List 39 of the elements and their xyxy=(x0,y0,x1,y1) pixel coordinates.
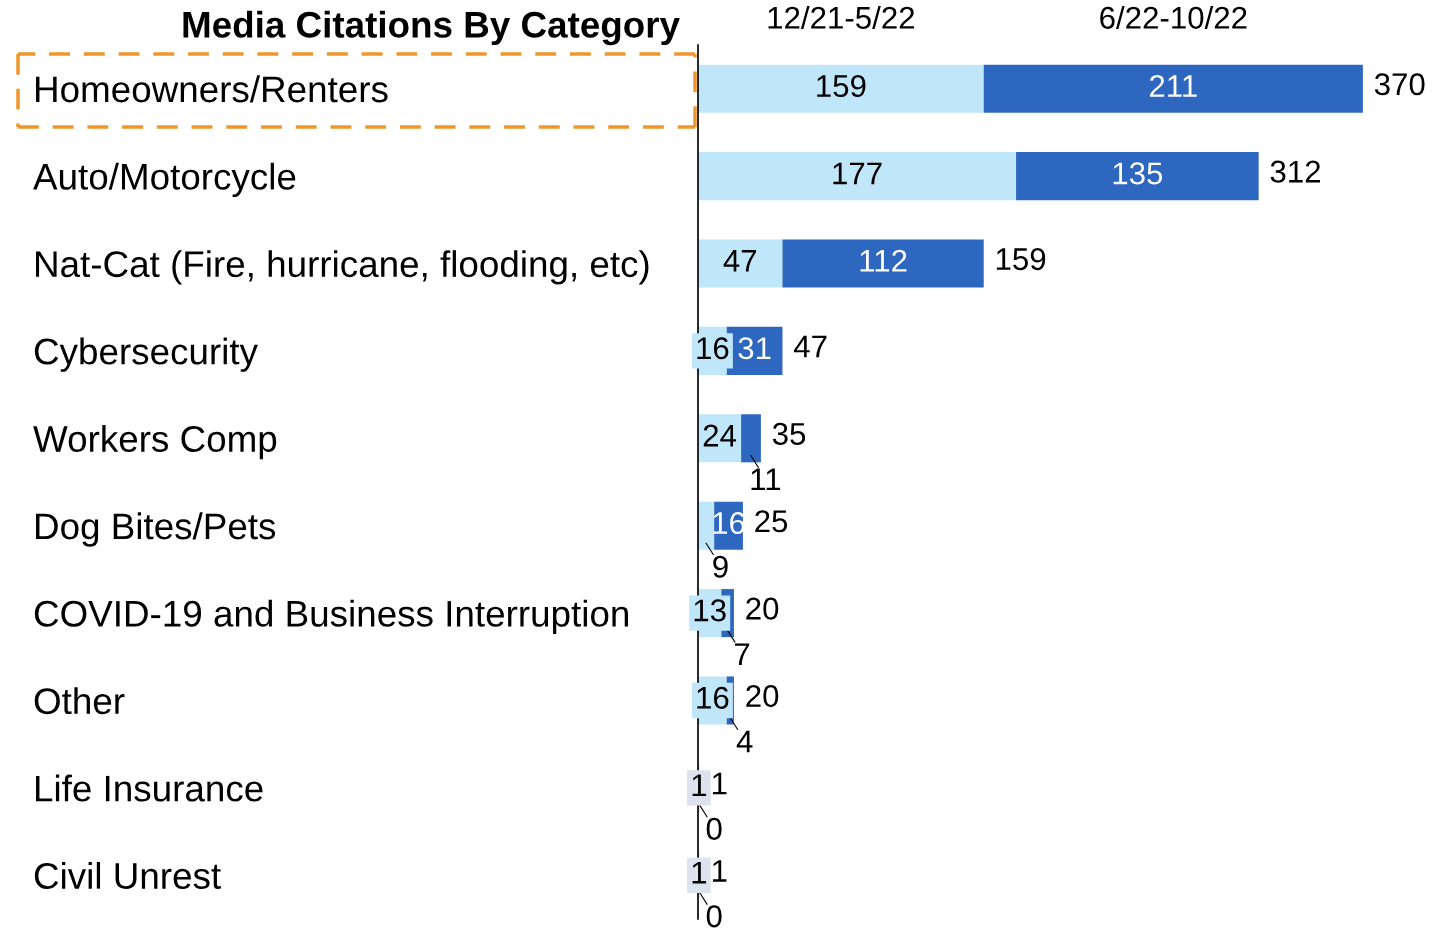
data-label: 9 xyxy=(713,555,728,578)
total-label: 35 xyxy=(772,422,806,445)
y-tick-label: Cybersecurity xyxy=(34,337,258,372)
data-label: 11 xyxy=(751,468,781,491)
chart-title: Media Citations By Category xyxy=(183,10,680,46)
data-label: 211 xyxy=(1149,74,1197,97)
y-tick-label: Workers Comp xyxy=(33,424,277,460)
data-label: 135 xyxy=(1113,162,1163,185)
data-label: 47 xyxy=(723,250,757,272)
series-label: 6/22-10/22 xyxy=(1100,5,1247,29)
data-label: 159 xyxy=(817,74,866,98)
series-label: 12/21-5/22 xyxy=(768,5,915,29)
data-label: 112 xyxy=(860,249,907,272)
data-label: 1 xyxy=(692,861,707,884)
data-label: 7 xyxy=(734,643,750,665)
y-tick-label: Dog Bites/Pets xyxy=(36,512,276,547)
y-tick-label: Civil Unrest xyxy=(34,861,221,889)
total-label: 47 xyxy=(793,335,827,358)
data-label: 0 xyxy=(706,817,722,840)
y-tick-label: Life Insurance xyxy=(36,774,263,802)
total-label: 25 xyxy=(755,510,788,533)
total-label: 1 xyxy=(712,772,727,795)
data-label: 24 xyxy=(703,424,737,447)
data-label: 177 xyxy=(833,162,882,185)
total-label: 312 xyxy=(1270,160,1321,183)
y-tick-label: Nat-Cat (Fire, hurricane, flooding, etc) xyxy=(36,250,649,285)
total-label: 159 xyxy=(996,248,1046,271)
data-label: 0 xyxy=(706,905,722,928)
total-label: 20 xyxy=(746,685,779,708)
y-tick-label: COVID-19 and Business Interruption xyxy=(34,599,628,635)
y-tick-label: Homeowners/Renters xyxy=(36,75,388,103)
total-label: 370 xyxy=(1374,73,1425,96)
y-tick-label: Other xyxy=(34,687,125,715)
total-label: 20 xyxy=(746,597,779,620)
y-tick-label: Auto/Motorcycle xyxy=(33,162,296,198)
data-label: 4 xyxy=(736,730,753,753)
total-label: 1 xyxy=(712,860,727,882)
data-label: 31 xyxy=(738,337,771,360)
data-label: 1 xyxy=(692,774,707,796)
